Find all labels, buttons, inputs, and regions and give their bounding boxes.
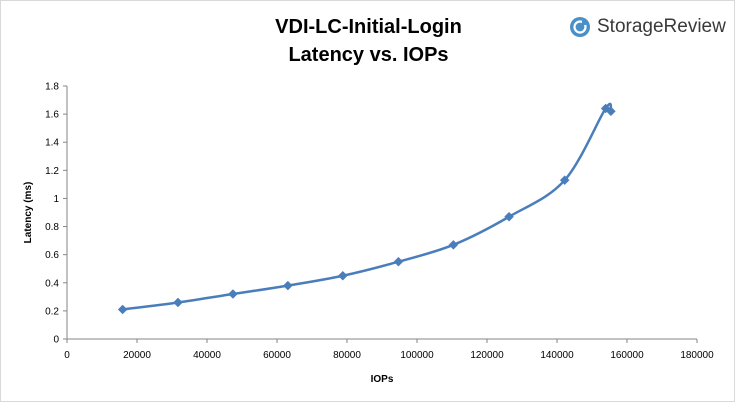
y-tick-label: 0.2 xyxy=(45,306,59,317)
x-tick-label: 0 xyxy=(64,350,70,361)
data-point-marker xyxy=(393,256,404,267)
data-point-marker xyxy=(448,239,459,250)
data-point-marker xyxy=(337,270,348,281)
data-point-marker xyxy=(228,289,238,299)
x-tick-label: 40000 xyxy=(193,350,221,361)
chart-title-block: VDI-LC-Initial-Login Latency vs. IOPs xyxy=(1,13,735,69)
storagereview-logo-text: StorageReview xyxy=(597,16,726,37)
y-tick-label: 0.4 xyxy=(45,278,59,289)
x-tick-label: 160000 xyxy=(610,350,644,361)
y-tick-label: 1.2 xyxy=(45,166,59,177)
y-axis-title: Latency (ms) xyxy=(23,182,34,244)
x-tick-label: 180000 xyxy=(680,350,714,361)
series-line xyxy=(122,102,613,311)
data-point-marker xyxy=(504,211,514,222)
storagereview-logo: StorageReview xyxy=(569,14,726,40)
x-tick-label: 140000 xyxy=(540,350,574,361)
x-tick-label: 100000 xyxy=(400,350,434,361)
data-point-marker xyxy=(117,304,128,315)
x-tick-label: 80000 xyxy=(333,350,361,361)
y-tick-label: 0 xyxy=(53,335,59,346)
data-point-marker xyxy=(173,297,183,308)
x-tick-label: 60000 xyxy=(263,350,291,361)
y-tick-label: 1.4 xyxy=(45,138,59,149)
chart-title: VDI-LC-Initial-Login xyxy=(275,16,462,38)
y-tick-label: 1.8 xyxy=(45,82,59,93)
chart-subtitle: Latency vs. IOPs xyxy=(288,44,449,66)
y-tick-label: 1 xyxy=(53,194,59,205)
y-tick-label: 1.6 xyxy=(45,110,59,121)
data-point-marker xyxy=(559,175,570,186)
data-point-marker xyxy=(282,280,293,291)
x-axis-title: IOPs xyxy=(371,374,394,385)
x-tick-label: 20000 xyxy=(123,350,151,361)
y-tick-label: 0.6 xyxy=(45,250,59,261)
y-tick-label: 0.8 xyxy=(45,222,59,233)
storagereview-logo-icon xyxy=(570,17,590,37)
data-point-marker xyxy=(606,106,616,117)
x-tick-label: 120000 xyxy=(470,350,504,361)
